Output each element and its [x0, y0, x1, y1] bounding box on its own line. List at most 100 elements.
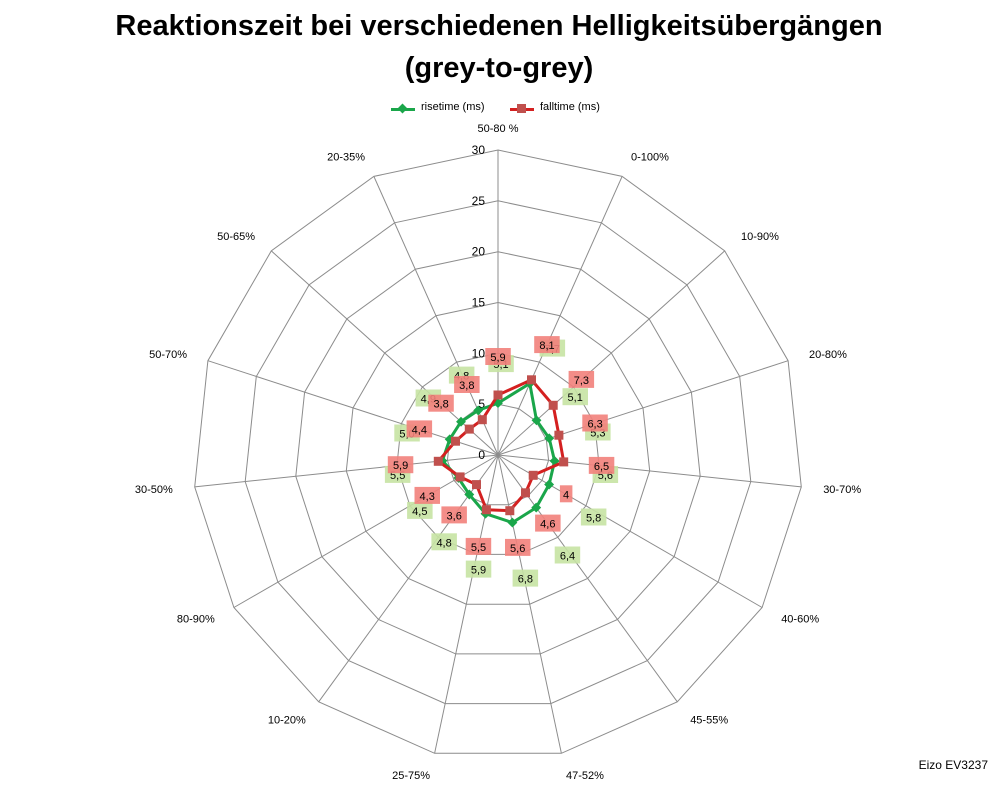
category-label: 20-80%: [809, 349, 847, 361]
radial-tick-label: 10: [472, 346, 486, 360]
spoke: [497, 454, 802, 488]
spoke: [194, 454, 499, 488]
category-label: 80-90%: [177, 614, 215, 626]
data-label-bg-fall: [387, 456, 414, 474]
data-point-fall: [433, 456, 443, 466]
spoke: [497, 176, 623, 456]
radial-tick-labels: 0 5 10 15 20 25 30: [472, 143, 486, 462]
data-label-fall: 5,5: [471, 542, 486, 554]
data-label-fall: 8,1: [539, 340, 554, 352]
data-point-rise: [456, 416, 466, 427]
data-label-bg-fall: [568, 370, 595, 388]
data-point-fall: [477, 415, 487, 425]
data-label-rise: 5,1: [568, 392, 583, 404]
grid-ring: [345, 301, 651, 605]
category-label: 10-20%: [268, 715, 306, 727]
data-point-fall: [527, 375, 536, 385]
category-label: 50-70%: [149, 349, 187, 361]
spoke: [497, 250, 726, 456]
spoke: [233, 454, 499, 608]
legend-rise-label: risetime (ms): [421, 101, 485, 113]
data-label-bg-fall: [454, 376, 480, 393]
data-point-fall: [472, 480, 481, 490]
data-point-fall: [505, 506, 515, 516]
spoke: [497, 360, 789, 456]
data-label-bg-fall: [505, 538, 531, 556]
data-point-rise: [544, 433, 555, 444]
radial-tick-label: 25: [472, 194, 486, 208]
data-label-rise: 6,8: [518, 574, 533, 586]
data-point-fall: [451, 436, 460, 446]
data-label-rise: 6,4: [560, 551, 575, 563]
category-label: 50-65%: [217, 231, 255, 243]
data-point-fall: [464, 424, 474, 434]
radial-tick-label: 20: [472, 245, 486, 259]
chart-legend: risetime (ms) falltime (ms): [0, 101, 998, 117]
data-label-fall: 4,6: [540, 519, 555, 531]
radial-tick-label: 5: [478, 397, 485, 411]
data-point-rise: [473, 405, 484, 416]
data-label-fall: 4,3: [420, 491, 435, 503]
grid-ring: [194, 149, 802, 754]
data-label-fall: 4: [563, 489, 569, 501]
data-label-bg-rise: [431, 533, 457, 551]
data-label-fall: 3,8: [459, 380, 474, 392]
radial-tick-label: 30: [472, 143, 486, 157]
spoke: [497, 454, 562, 754]
spoke: [270, 250, 499, 456]
category-label: 0-100%: [631, 151, 669, 163]
legend-fall-marker: [517, 104, 526, 113]
data-labels: 5,17,75,15,35,65,86,46,85,94,84,55,55,04…: [384, 336, 619, 587]
data-label-bg-fall: [414, 486, 440, 504]
data-label-bg-fall: [534, 336, 560, 354]
data-point-rise: [531, 415, 542, 426]
data-label-fall: 5,6: [510, 543, 525, 555]
data-label-bg-fall: [559, 485, 573, 503]
chart-title-line1: Reaktionszeit bei verschiedenen Helligke…: [115, 10, 883, 42]
data-label-bg-rise: [562, 388, 588, 406]
credit-text: Eizo EV3237: [918, 758, 988, 772]
chart-title-line2: (grey-to-grey): [404, 52, 594, 84]
data-point-fall: [521, 488, 530, 498]
category-labels: 50-80 % 0-100% 10-90% 20-80% 30-70% 40-60% 45-…: [135, 123, 861, 782]
data-label-fall: 7,3: [574, 375, 589, 387]
category-label: 25-75%: [392, 770, 430, 782]
data-label-bg-rise: [407, 501, 433, 519]
data-label-rise: 4,8: [436, 537, 451, 549]
data-point-rise: [464, 489, 475, 500]
spoke: [497, 454, 763, 608]
data-label-fall: 5,9: [490, 352, 505, 364]
data-point-fall: [528, 470, 538, 480]
data-point-fall: [559, 457, 569, 467]
data-label-bg-rise: [580, 508, 607, 526]
data-label-fall: 3,6: [447, 510, 462, 522]
data-label-bg-fall: [582, 414, 608, 432]
data-label-fall: 4,4: [412, 424, 427, 436]
data-point-rise: [544, 479, 555, 490]
data-label-bg-fall: [428, 394, 454, 412]
radial-tick-label: 15: [472, 296, 486, 310]
category-label: 20-35%: [327, 151, 365, 163]
category-label: 40-60%: [781, 614, 819, 626]
data-label-bg-rise: [465, 560, 492, 578]
data-label-rise: 5,9: [471, 565, 486, 577]
data-series: [433, 375, 569, 528]
category-label: 30-50%: [135, 484, 173, 496]
data-point-fall: [554, 430, 564, 440]
grid-ring: [295, 251, 701, 655]
data-label-fall: 5,9: [393, 460, 408, 472]
data-point-rise: [507, 517, 518, 528]
data-label-bg-fall: [406, 420, 433, 438]
category-label: 47-52%: [566, 770, 604, 782]
data-label-fall: 6,3: [587, 419, 602, 431]
data-label-bg-rise: [554, 546, 581, 564]
data-label-bg-rise: [512, 569, 539, 587]
series-line: [440, 382, 557, 525]
category-label: 45-55%: [690, 715, 728, 727]
data-point-fall: [493, 390, 503, 400]
series-line: [436, 378, 566, 513]
data-point-fall: [548, 400, 558, 410]
category-label: 30-70%: [823, 484, 861, 496]
grid-ring: [244, 200, 752, 705]
